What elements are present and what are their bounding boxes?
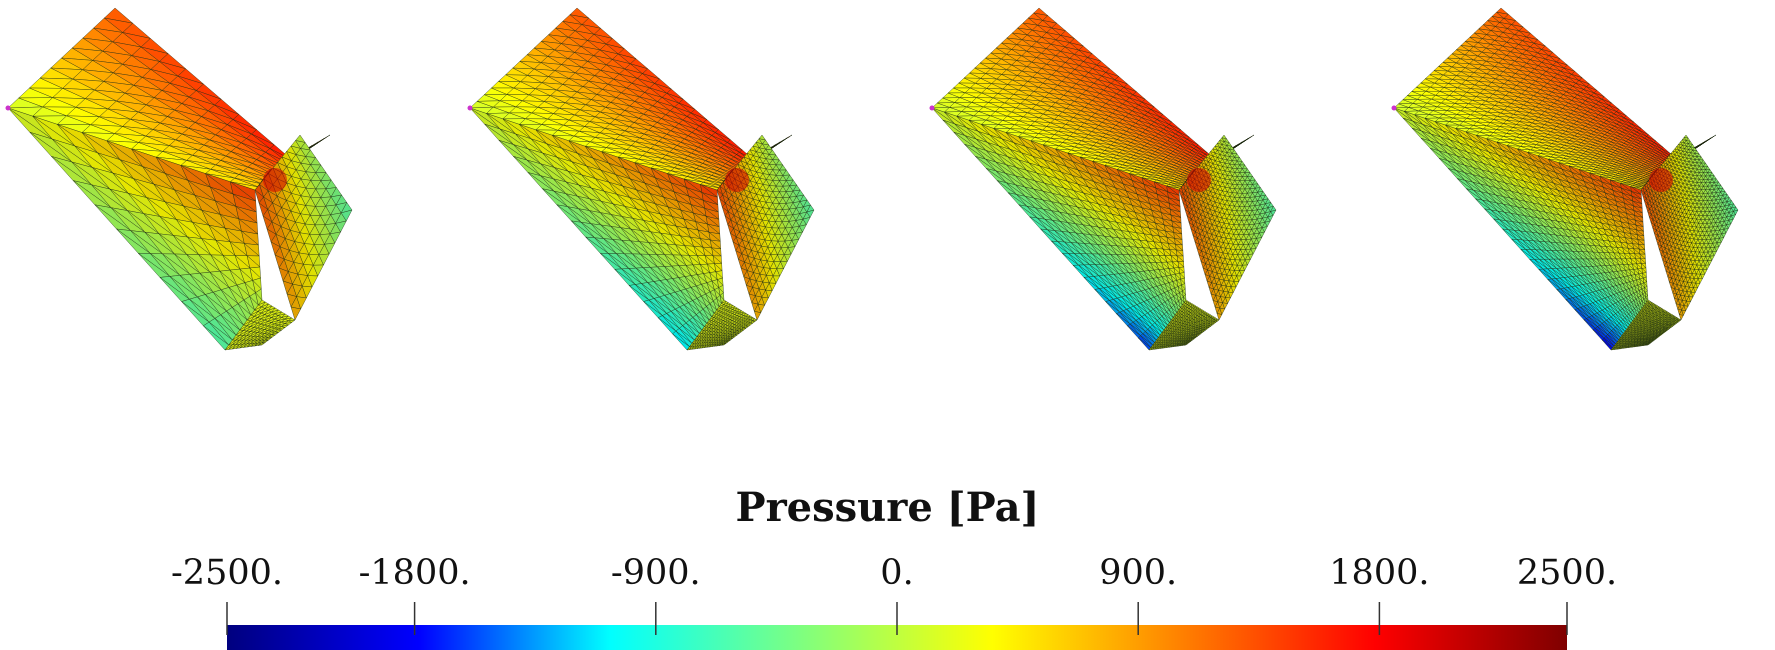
tip-marker [1391, 105, 1397, 111]
mesh-solid-4 [1391, 7, 1739, 351]
top-face [931, 7, 1217, 191]
pressure-hotspot [1649, 168, 1673, 192]
mesh-panel-1 [0, 0, 443, 410]
front-face [1393, 107, 1649, 351]
mesh-panel-2 [462, 0, 905, 410]
colorbar-tick-label-4: 900. [1099, 553, 1178, 593]
mesh-panel-3 [924, 0, 1367, 410]
colorbar-tick-label-6: 2500. [1516, 553, 1618, 593]
tip-marker [467, 105, 473, 111]
side-face [1178, 134, 1277, 321]
top-face [469, 7, 755, 191]
pressure-hotspot [1187, 168, 1211, 192]
colorbar [0, 540, 1775, 650]
pressure-hotspot [725, 168, 749, 192]
top-face [7, 7, 293, 191]
bottom-face [686, 299, 758, 351]
tip-marker [5, 105, 11, 111]
colorbar-title: Pressure [Pa] [735, 484, 1040, 531]
top-face [1393, 7, 1679, 191]
front-face [931, 107, 1187, 351]
mesh-solid-3 [929, 7, 1277, 351]
tip-marker [929, 105, 935, 111]
front-face [7, 107, 263, 351]
bottom-face [224, 299, 296, 351]
colorbar-tick-label-1: -1800. [358, 553, 471, 593]
bottom-face [1610, 299, 1682, 351]
mesh-solid-2 [467, 7, 815, 351]
colorbar-gradient [226, 602, 1568, 650]
colorbar-tick-label-0: -2500. [170, 553, 284, 593]
colorbar-tick-label-5: 1800. [1329, 553, 1430, 593]
front-face [469, 107, 725, 351]
colorbar-tick-label-2: -900. [610, 553, 701, 593]
side-face [1640, 134, 1739, 321]
bottom-face [1148, 299, 1220, 351]
pressure-hotspot [263, 168, 287, 192]
colorbar-tick-label-3: 0. [880, 553, 914, 593]
mesh-panel-4 [1386, 0, 1775, 410]
side-face [716, 134, 815, 321]
mesh-solid-1 [5, 7, 353, 351]
